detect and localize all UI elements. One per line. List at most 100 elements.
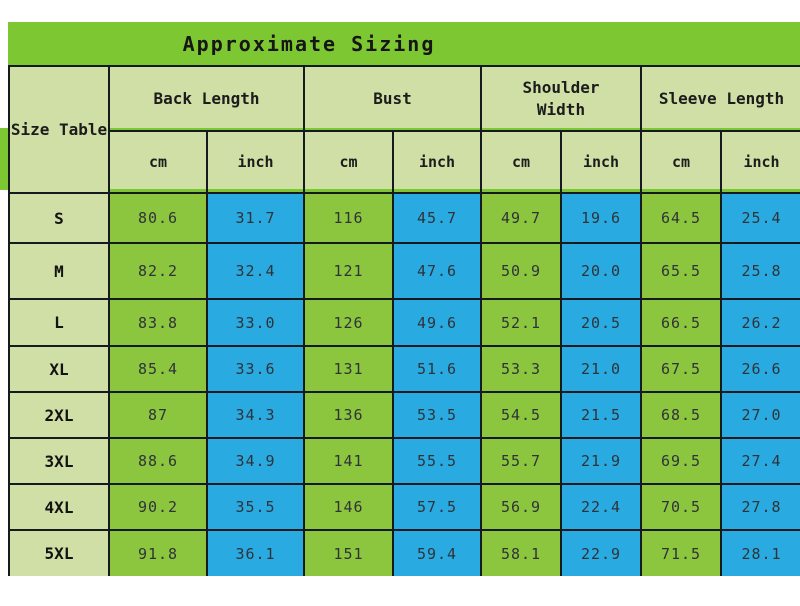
size-cell: 51.6 [392, 345, 482, 393]
size-cell: 20.0 [560, 242, 642, 300]
unit-header-cm: cm [108, 130, 208, 194]
size-cell: 121 [303, 242, 394, 300]
table-row: 2XL 87 34.3 136 53.5 54.5 21.5 68.5 27.0 [8, 391, 800, 439]
size-cell: 52.1 [480, 298, 562, 347]
size-row-label: 5XL [8, 529, 110, 576]
size-cell: 68.5 [640, 391, 722, 439]
size-cell: 35.5 [206, 483, 305, 531]
table-row: 3XL 88.6 34.9 141 55.5 55.7 21.9 69.5 27.4 [8, 437, 800, 485]
size-cell: 64.5 [640, 192, 722, 244]
size-cell: 50.9 [480, 242, 562, 300]
size-cell: 70.5 [640, 483, 722, 531]
unit-header-inch: inch [719, 130, 800, 194]
table-row: 4XL 90.2 35.5 146 57.5 56.9 22.4 70.5 27.8 [8, 483, 800, 531]
size-cell: 27.0 [719, 391, 800, 439]
size-cell: 47.6 [392, 242, 482, 300]
table-row: M 82.2 32.4 121 47.6 50.9 20.0 65.5 25.8 [8, 242, 800, 300]
chart-title: Approximate Sizing [8, 22, 800, 65]
size-cell: 45.7 [392, 192, 482, 244]
size-cell: 32.4 [206, 242, 305, 300]
size-cell: 27.8 [719, 483, 800, 531]
size-row-label: XL [8, 345, 110, 393]
size-table-body: S 80.6 31.7 116 45.7 49.7 19.6 64.5 25.4 M 82.2 32.… [8, 192, 800, 576]
size-cell: 22.4 [560, 483, 642, 531]
corner-header: Size Table [8, 65, 110, 194]
size-cell: 67.5 [640, 345, 722, 393]
unit-header-cm: cm [480, 130, 562, 194]
size-cell: 59.4 [392, 529, 482, 576]
size-cell: 21.5 [560, 391, 642, 439]
size-cell: 33.0 [206, 298, 305, 347]
size-cell: 71.5 [640, 529, 722, 576]
size-cell: 83.8 [108, 298, 208, 347]
size-cell: 49.7 [480, 192, 562, 244]
size-row-label: M [8, 242, 110, 300]
group-header-row: Size Table Back Length Bust Shoulder Wid… [8, 65, 800, 194]
size-table: Size Table Back Length Bust Shoulder Wid… [8, 65, 800, 576]
size-cell: 56.9 [480, 483, 562, 531]
size-cell: 82.2 [108, 242, 208, 300]
size-cell: 34.9 [206, 437, 305, 485]
size-cell: 116 [303, 192, 394, 244]
unit-header-inch: inch [206, 130, 305, 194]
size-row-label: 2XL [8, 391, 110, 439]
size-cell: 151 [303, 529, 394, 576]
group-header-shoulder-width: Shoulder Width [480, 65, 642, 132]
size-cell: 55.7 [480, 437, 562, 485]
size-cell: 57.5 [392, 483, 482, 531]
size-cell: 88.6 [108, 437, 208, 485]
size-cell: 19.6 [560, 192, 642, 244]
size-cell: 126 [303, 298, 394, 347]
size-row-label: S [8, 192, 110, 244]
group-header-label: Sleeve Length [658, 88, 785, 108]
size-cell: 26.2 [719, 298, 800, 347]
size-cell: 131 [303, 345, 394, 393]
size-cell: 136 [303, 391, 394, 439]
size-cell: 80.6 [108, 192, 208, 244]
size-cell: 65.5 [640, 242, 722, 300]
unit-header-row: cm inch cm inch cm inch cm inch [9, 130, 800, 194]
sizing-chart: Approximate Sizing Size Table Back Lengt… [8, 22, 800, 576]
table-row: S 80.6 31.7 116 45.7 49.7 19.6 64.5 25.4 [8, 192, 800, 244]
size-cell: 25.4 [719, 192, 800, 244]
group-header-bust: Bust [303, 65, 482, 132]
size-cell: 53.5 [392, 391, 482, 439]
size-cell: 55.5 [392, 437, 482, 485]
size-cell: 31.7 [206, 192, 305, 244]
size-cell: 66.5 [640, 298, 722, 347]
unit-header-inch: inch [392, 130, 482, 194]
size-cell: 85.4 [108, 345, 208, 393]
size-cell: 54.5 [480, 391, 562, 439]
size-cell: 28.1 [719, 529, 800, 576]
size-cell: 26.6 [719, 345, 800, 393]
size-cell: 90.2 [108, 483, 208, 531]
table-row: 5XL 91.8 36.1 151 59.4 58.1 22.9 71.5 28.1 [8, 529, 800, 576]
group-header-sleeve-length: Sleeve Length [639, 65, 800, 132]
group-header-label: Bust [373, 88, 412, 108]
size-cell: 141 [303, 437, 394, 485]
size-cell: 49.6 [392, 298, 482, 347]
size-cell: 22.9 [560, 529, 642, 576]
unit-header-cm: cm [640, 130, 722, 194]
table-row: L 83.8 33.0 126 49.6 52.1 20.5 66.5 26.2 [8, 298, 800, 347]
size-cell: 69.5 [640, 437, 722, 485]
unit-header-inch: inch [560, 130, 642, 194]
left-edge-green-strip [0, 128, 9, 190]
size-row-label: 4XL [8, 483, 110, 531]
size-cell: 58.1 [480, 529, 562, 576]
size-cell: 21.9 [560, 437, 642, 485]
size-row-label: L [8, 298, 110, 347]
group-header-label: Back Length [153, 88, 260, 108]
size-cell: 91.8 [108, 529, 208, 576]
size-cell: 27.4 [719, 437, 800, 485]
size-cell: 53.3 [480, 345, 562, 393]
size-cell: 33.6 [206, 345, 305, 393]
group-header-back-length: Back Length [108, 65, 305, 132]
size-cell: 87 [108, 391, 208, 439]
table-row: XL 85.4 33.6 131 51.6 53.3 21.0 67.5 26.6 [8, 345, 800, 393]
size-cell: 34.3 [206, 391, 305, 439]
size-cell: 36.1 [206, 529, 305, 576]
size-cell: 20.5 [560, 298, 642, 347]
size-cell: 25.8 [719, 242, 800, 300]
size-row-label: 3XL [8, 437, 110, 485]
